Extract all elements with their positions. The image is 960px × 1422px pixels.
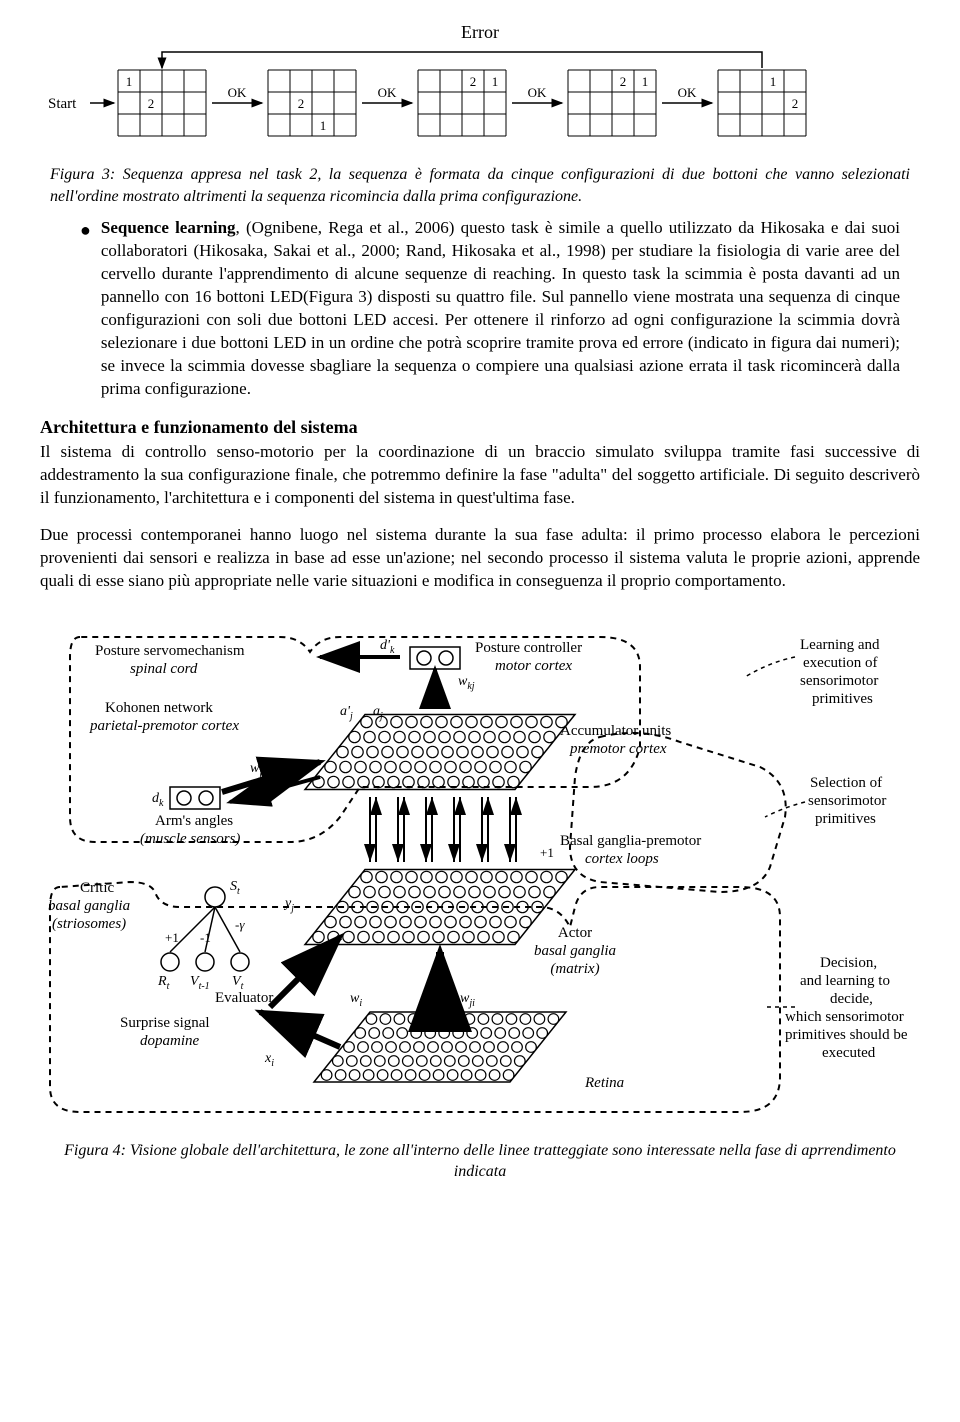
svg-text:2: 2 — [470, 74, 477, 89]
sequence-diagram: Start12OK21OK21OK21OK12 — [40, 46, 920, 156]
bullet-lead: Sequence learning — [101, 218, 236, 237]
svg-text:dopamine: dopamine — [140, 1033, 200, 1049]
svg-text:1: 1 — [320, 118, 327, 133]
svg-text:Actor: Actor — [558, 925, 592, 941]
figure-3-sequence: Error Start12OK21OK21OK21OK12 — [40, 20, 920, 156]
svg-text:executed: executed — [822, 1045, 876, 1061]
svg-text:OK: OK — [678, 85, 697, 100]
architecture-diagram: Posture servomechanism spinal cord Kohonen… — [40, 607, 920, 1127]
svg-text:2: 2 — [792, 96, 799, 111]
svg-text:decide,: decide, — [830, 991, 873, 1007]
bullet-sequence-learning: ● Sequence learning, (Ognibene, Rega et … — [80, 217, 900, 401]
svg-text:wi: wi — [350, 991, 362, 1009]
svg-text:St: St — [230, 879, 240, 897]
paragraph-2: Due processi contemporanei hanno luogo n… — [40, 524, 920, 593]
svg-text:primitives: primitives — [815, 811, 876, 827]
svg-text:which sensorimotor: which sensorimotor — [785, 1009, 904, 1025]
svg-text:OK: OK — [228, 85, 247, 100]
svg-text:(muscle sensors): (muscle sensors) — [140, 831, 240, 847]
svg-text:2: 2 — [148, 96, 155, 111]
svg-text:Basal ganglia-premotor: Basal ganglia-premotor — [560, 833, 701, 849]
svg-text:Vt-1: Vt-1 — [190, 974, 210, 992]
svg-text:sensorimotor: sensorimotor — [800, 673, 878, 689]
svg-text:cortex loops: cortex loops — [585, 851, 659, 867]
svg-text:wkj: wkj — [458, 674, 475, 692]
svg-text:parietal-premotor cortex: parietal-premotor cortex — [89, 718, 239, 734]
svg-text:(striosomes): (striosomes) — [52, 916, 126, 932]
svg-text:1: 1 — [492, 74, 499, 89]
svg-text:primitives: primitives — [812, 691, 873, 707]
svg-text:wjk: wjk — [250, 761, 267, 779]
svg-text:dk: dk — [152, 791, 164, 809]
bullet-dot-icon: ● — [80, 217, 91, 401]
svg-text:and learning to: and learning to — [800, 973, 890, 989]
svg-text:primitives should be: primitives should be — [785, 1027, 908, 1043]
svg-text:Selection of: Selection of — [810, 775, 882, 791]
svg-text:OK: OK — [528, 85, 547, 100]
svg-text:premotor cortex: premotor cortex — [569, 741, 667, 757]
svg-text:Learning and: Learning and — [800, 637, 880, 653]
svg-text:OK: OK — [378, 85, 397, 100]
svg-text:Start: Start — [48, 96, 77, 112]
paragraph-1: Il sistema di controllo senso-motorio pe… — [40, 441, 920, 510]
svg-text:yj: yj — [283, 896, 294, 914]
svg-text:1: 1 — [770, 74, 777, 89]
bullet-text: Sequence learning, (Ognibene, Rega et al… — [101, 217, 900, 401]
svg-text:Posture controller: Posture controller — [475, 640, 582, 656]
svg-text:basal ganglia: basal ganglia — [48, 898, 130, 914]
figure-3-caption: Figura 3: Sequenza appresa nel task 2, l… — [40, 164, 920, 207]
svg-text:-1: -1 — [200, 930, 211, 945]
svg-text:Accumulator units: Accumulator units — [560, 723, 671, 739]
error-label: Error — [461, 20, 499, 44]
svg-text:Evaluator: Evaluator — [215, 990, 273, 1006]
svg-text:1: 1 — [642, 74, 649, 89]
svg-text:wji: wji — [460, 991, 475, 1009]
figure-4-architecture: Posture servomechanism spinal cord Kohonen… — [40, 607, 920, 1134]
svg-text:execution of: execution of — [803, 655, 878, 671]
svg-text:Decision,: Decision, — [820, 955, 877, 971]
svg-text:basal ganglia: basal ganglia — [534, 943, 616, 959]
svg-text:2: 2 — [298, 96, 305, 111]
svg-text:Surprise signal: Surprise signal — [120, 1015, 210, 1031]
svg-text:+1: +1 — [540, 845, 554, 860]
svg-text:d'k: d'k — [380, 638, 395, 656]
svg-text:2: 2 — [620, 74, 627, 89]
svg-text:Rt: Rt — [157, 974, 170, 992]
svg-text:-γ: -γ — [235, 917, 245, 932]
svg-text:motor cortex: motor cortex — [495, 658, 572, 674]
svg-text:Kohonen network: Kohonen network — [105, 700, 213, 716]
bullet-rest: , (Ognibene, Rega et al., 2006) questo t… — [101, 218, 900, 398]
figure-4-caption: Figura 4: Visione globale dell'architett… — [40, 1140, 920, 1183]
svg-text:Critic: Critic — [80, 880, 115, 896]
svg-text:1: 1 — [126, 74, 133, 89]
section-heading-architettura: Architettura e funzionamento del sistema — [40, 415, 920, 439]
svg-text:+1: +1 — [165, 930, 179, 945]
svg-text:xi: xi — [264, 1051, 274, 1069]
svg-text:sensorimotor: sensorimotor — [808, 793, 886, 809]
svg-text:a'j: a'j — [340, 704, 353, 722]
svg-text:spinal cord: spinal cord — [130, 661, 198, 677]
svg-text:Arm's angles: Arm's angles — [155, 813, 233, 829]
svg-text:Posture servomechanism: Posture servomechanism — [95, 643, 245, 659]
svg-text:Retina: Retina — [584, 1075, 624, 1091]
svg-text:(matrix): (matrix) — [550, 961, 599, 977]
